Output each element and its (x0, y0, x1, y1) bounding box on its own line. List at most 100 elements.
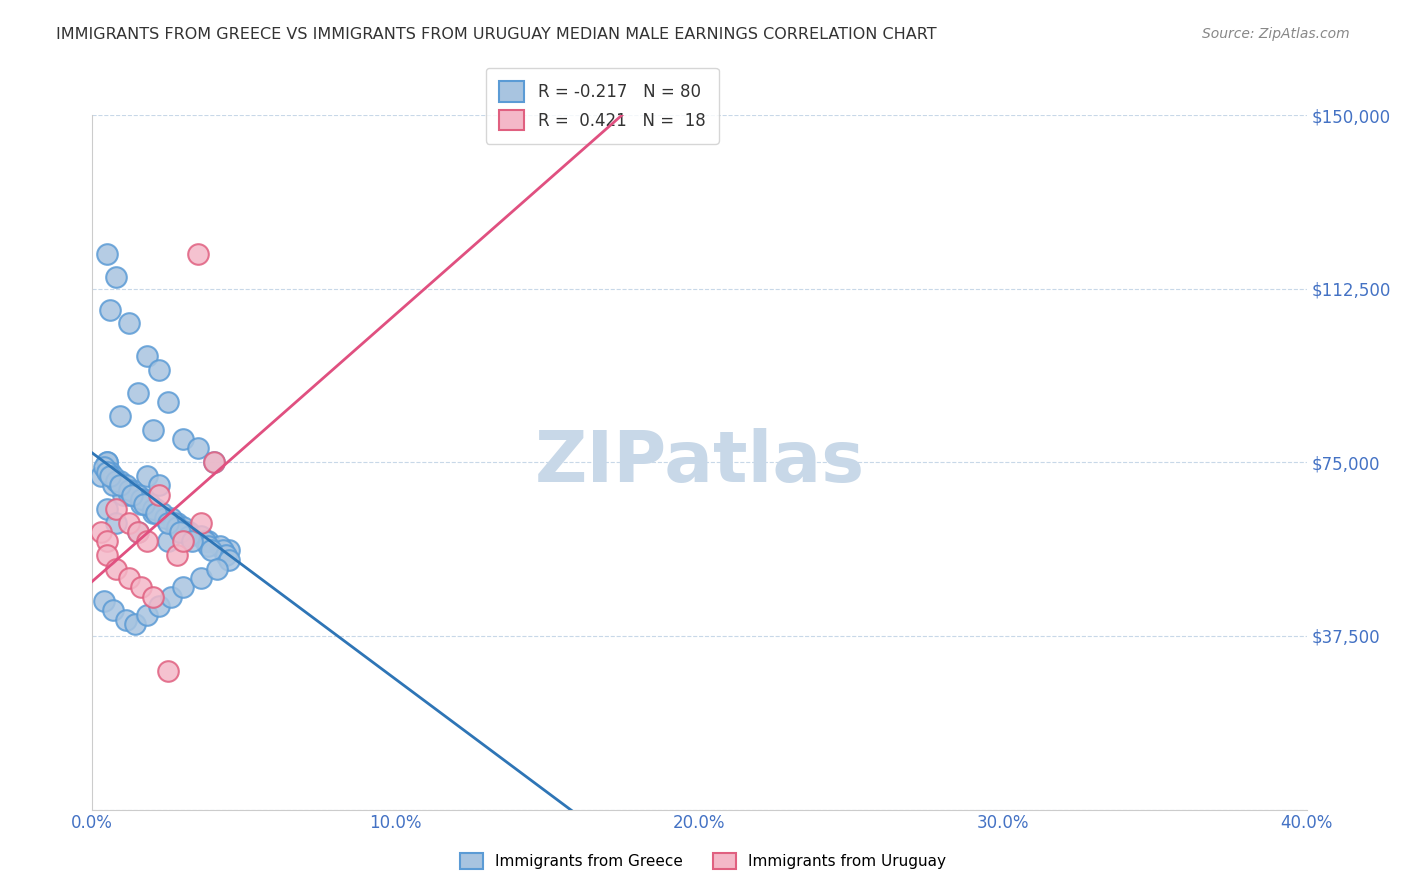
Point (103, 603, 125, 617)
Point (105, 474, 128, 488)
Point (105, 562, 128, 576)
Point (127, 385, 149, 400)
Point (117, 516, 139, 530)
Point (142, 501, 165, 516)
Point (148, 599, 170, 613)
Point (169, 524, 191, 539)
Point (96, 465, 118, 479)
Point (96, 455, 118, 469)
Point (108, 478, 131, 492)
Point (135, 534, 157, 549)
Point (108, 409, 131, 423)
Point (218, 552, 240, 566)
Point (205, 562, 228, 576)
Point (197, 534, 219, 549)
Point (96, 534, 118, 549)
Point (176, 524, 198, 539)
Point (105, 270, 128, 285)
Point (145, 506, 167, 520)
Text: IMMIGRANTS FROM GREECE VS IMMIGRANTS FROM URUGUAY MEDIAN MALE EARNINGS CORRELATI: IMMIGRANTS FROM GREECE VS IMMIGRANTS FRO… (56, 27, 936, 42)
Point (163, 516, 186, 530)
Point (93, 460, 115, 475)
Point (190, 529, 212, 543)
Point (96, 548, 118, 562)
Point (100, 469, 122, 483)
Point (153, 511, 176, 525)
Point (142, 506, 165, 520)
Point (148, 488, 170, 502)
Point (121, 483, 143, 497)
Point (166, 520, 188, 534)
Point (117, 488, 139, 502)
Point (114, 478, 136, 492)
Point (187, 247, 209, 261)
Point (129, 492, 152, 507)
Point (129, 580, 152, 594)
Point (190, 571, 212, 585)
Point (200, 543, 222, 558)
Point (124, 617, 146, 632)
Point (142, 590, 165, 604)
Text: ZIPatlas: ZIPatlas (534, 428, 865, 497)
Point (142, 423, 165, 437)
Point (211, 543, 233, 558)
Legend: R = -0.217   N = 80, R =  0.421   N =  18: R = -0.217 N = 80, R = 0.421 N = 18 (486, 68, 718, 144)
Point (187, 442, 209, 456)
Point (172, 432, 194, 446)
Point (172, 580, 194, 594)
Point (202, 455, 225, 469)
Point (100, 302, 122, 317)
Point (181, 534, 204, 549)
Point (145, 501, 167, 516)
Point (197, 539, 219, 553)
Point (160, 590, 183, 604)
Point (160, 511, 183, 525)
Point (172, 520, 194, 534)
Point (96, 455, 118, 469)
Point (127, 488, 149, 502)
Point (103, 469, 125, 483)
Point (129, 497, 152, 511)
Point (105, 501, 128, 516)
Point (208, 539, 231, 553)
Point (218, 543, 240, 558)
Point (193, 534, 215, 549)
Point (172, 534, 194, 549)
Point (157, 534, 180, 549)
Point (135, 608, 157, 623)
Point (157, 395, 180, 409)
Point (114, 613, 136, 627)
Point (150, 506, 173, 520)
Point (215, 548, 238, 562)
Point (103, 478, 125, 492)
Point (190, 516, 212, 530)
Point (108, 474, 131, 488)
Point (132, 492, 155, 507)
Point (179, 524, 201, 539)
Point (117, 571, 139, 585)
Point (135, 349, 157, 363)
Point (148, 478, 170, 492)
Point (96, 501, 118, 516)
Point (135, 469, 157, 483)
Point (157, 664, 180, 678)
Legend: Immigrants from Greece, Immigrants from Uruguay: Immigrants from Greece, Immigrants from … (454, 847, 952, 875)
Point (90, 469, 112, 483)
Point (179, 529, 201, 543)
Point (202, 455, 225, 469)
Point (166, 548, 188, 562)
Point (105, 516, 128, 530)
Point (121, 488, 143, 502)
Point (117, 483, 139, 497)
Point (148, 363, 170, 377)
Point (93, 594, 115, 608)
Point (166, 516, 188, 530)
Point (111, 488, 134, 502)
Text: Source: ZipAtlas.com: Source: ZipAtlas.com (1202, 27, 1350, 41)
Point (90, 524, 112, 539)
Point (100, 465, 122, 479)
Point (96, 247, 118, 261)
Point (127, 524, 149, 539)
Point (127, 524, 149, 539)
Point (139, 497, 162, 511)
